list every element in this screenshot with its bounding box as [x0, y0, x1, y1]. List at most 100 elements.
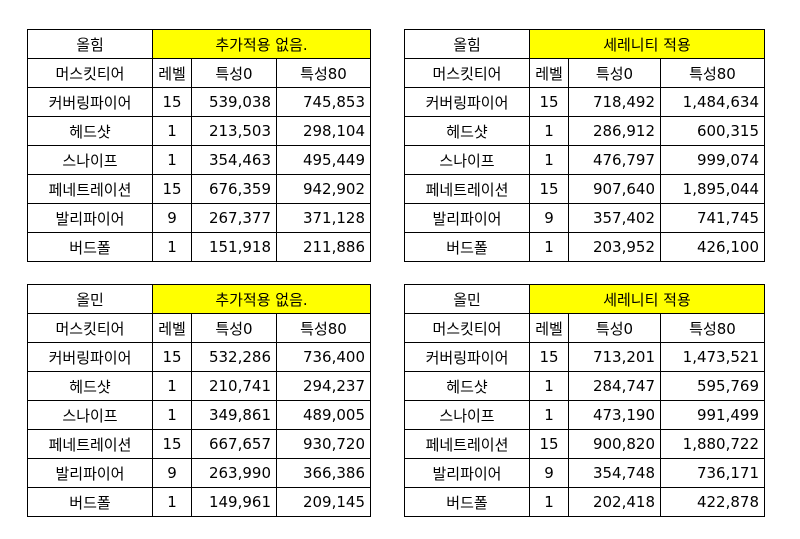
- trait0-value: 718,492: [568, 87, 661, 117]
- skill-level: 15: [529, 174, 569, 204]
- skill-name: 스나이프: [27, 145, 153, 175]
- trait80-value: 209,145: [276, 487, 371, 517]
- skill-level: 15: [529, 342, 569, 372]
- table-row: 스나이프 1 349,861 489,005: [27, 400, 371, 430]
- table-row: 커버링파이어 15 713,201 1,473,521: [404, 342, 765, 372]
- trait80-value: 426,100: [660, 232, 765, 262]
- skill-level: 1: [529, 116, 569, 146]
- column-header-row: 머스킷티어 레벨 특성0 특성80: [27, 313, 371, 343]
- column-header-skill: 머스킷티어: [404, 313, 530, 343]
- skill-name: 헤드샷: [404, 371, 530, 401]
- skill-level: 9: [529, 203, 569, 233]
- column-header-trait80: 특성80: [660, 313, 765, 343]
- column-header-level: 레벨: [529, 58, 569, 88]
- skill-name: 스나이프: [27, 400, 153, 430]
- skill-level: 1: [529, 145, 569, 175]
- table-header-row: 올민 세레니티 적용: [404, 284, 765, 314]
- column-header-level: 레벨: [152, 313, 192, 343]
- trait0-value: 473,190: [568, 400, 661, 430]
- trait80-value: 366,386: [276, 458, 371, 488]
- skill-name: 스나이프: [404, 145, 530, 175]
- trait0-value: 349,861: [191, 400, 277, 430]
- trait80-value: 942,902: [276, 174, 371, 204]
- column-header-trait80: 특성80: [276, 313, 371, 343]
- trait80-value: 1,473,521: [660, 342, 765, 372]
- skill-level: 1: [152, 371, 192, 401]
- skill-level: 9: [152, 458, 192, 488]
- trait0-value: 539,038: [191, 87, 277, 117]
- skill-name: 발리파이어: [404, 458, 530, 488]
- table-header-row: 올민 추가적용 없음.: [27, 284, 371, 314]
- trait80-value: 489,005: [276, 400, 371, 430]
- trait0-value: 267,377: [191, 203, 277, 233]
- stat-label: 올힘: [404, 29, 530, 59]
- column-header-row: 머스킷티어 레벨 특성0 특성80: [404, 58, 765, 88]
- column-header-trait80: 특성80: [276, 58, 371, 88]
- skill-level: 1: [152, 116, 192, 146]
- skill-level: 15: [152, 87, 192, 117]
- trait80-value: 495,449: [276, 145, 371, 175]
- table-row: 페네트레이션 15 667,657 930,720: [27, 429, 371, 459]
- skill-name: 페네트레이션: [404, 429, 530, 459]
- column-header-level: 레벨: [529, 313, 569, 343]
- column-header-trait0: 특성0: [568, 58, 661, 88]
- column-header-trait0: 특성0: [191, 313, 277, 343]
- trait80-value: 741,745: [660, 203, 765, 233]
- trait0-value: 354,748: [568, 458, 661, 488]
- trait80-value: 736,171: [660, 458, 765, 488]
- trait80-value: 745,853: [276, 87, 371, 117]
- trait0-value: 713,201: [568, 342, 661, 372]
- trait80-value: 1,484,634: [660, 87, 765, 117]
- table-header-row: 올힘 추가적용 없음.: [27, 29, 371, 59]
- table-all-dex-no-extra: 올민 추가적용 없음. 머스킷티어 레벨 특성0 특성80 커버링파이어 15 …: [27, 284, 371, 517]
- condition-label: 추가적용 없음.: [152, 284, 371, 314]
- condition-label: 세레니티 적용: [529, 29, 765, 59]
- table-row: 버드폴 1 203,952 426,100: [404, 232, 765, 262]
- trait0-value: 151,918: [191, 232, 277, 262]
- table-row: 페네트레이션 15 676,359 942,902: [27, 174, 371, 204]
- trait80-value: 294,237: [276, 371, 371, 401]
- skill-level: 1: [529, 371, 569, 401]
- column-header-skill: 머스킷티어: [404, 58, 530, 88]
- table-all-dex-serenity: 올민 세레니티 적용 머스킷티어 레벨 특성0 특성80 커버링파이어 15 7…: [404, 284, 765, 517]
- trait80-value: 422,878: [660, 487, 765, 517]
- column-header-trait0: 특성0: [568, 313, 661, 343]
- trait0-value: 203,952: [568, 232, 661, 262]
- trait0-value: 532,286: [191, 342, 277, 372]
- skill-level: 15: [529, 87, 569, 117]
- trait80-value: 930,720: [276, 429, 371, 459]
- trait80-value: 1,895,044: [660, 174, 765, 204]
- trait0-value: 286,912: [568, 116, 661, 146]
- table-row: 버드폴 1 149,961 209,145: [27, 487, 371, 517]
- column-header-skill: 머스킷티어: [27, 58, 153, 88]
- table-row: 헤드샷 1 284,747 595,769: [404, 371, 765, 401]
- skill-level: 1: [152, 487, 192, 517]
- skill-name: 페네트레이션: [27, 429, 153, 459]
- skill-level: 1: [529, 232, 569, 262]
- skill-level: 1: [529, 400, 569, 430]
- trait0-value: 202,418: [568, 487, 661, 517]
- table-row: 커버링파이어 15 539,038 745,853: [27, 87, 371, 117]
- trait0-value: 284,747: [568, 371, 661, 401]
- trait0-value: 263,990: [191, 458, 277, 488]
- table-row: 헤드샷 1 286,912 600,315: [404, 116, 765, 146]
- skill-level: 15: [152, 429, 192, 459]
- table-row: 헤드샷 1 213,503 298,104: [27, 116, 371, 146]
- skill-name: 페네트레이션: [27, 174, 153, 204]
- table-row: 페네트레이션 15 900,820 1,880,722: [404, 429, 765, 459]
- skill-level: 1: [529, 487, 569, 517]
- skill-name: 페네트레이션: [404, 174, 530, 204]
- skill-name: 발리파이어: [27, 203, 153, 233]
- table-row: 커버링파이어 15 532,286 736,400: [27, 342, 371, 372]
- skill-name: 버드폴: [404, 487, 530, 517]
- stat-label: 올민: [27, 284, 153, 314]
- skill-name: 커버링파이어: [404, 87, 530, 117]
- skill-level: 1: [152, 145, 192, 175]
- stat-label: 올민: [404, 284, 530, 314]
- table-row: 헤드샷 1 210,741 294,237: [27, 371, 371, 401]
- skill-name: 스나이프: [404, 400, 530, 430]
- skill-level: 1: [152, 232, 192, 262]
- trait0-value: 907,640: [568, 174, 661, 204]
- table-all-str-no-extra: 올힘 추가적용 없음. 머스킷티어 레벨 특성0 특성80 커버링파이어 15 …: [27, 29, 371, 262]
- trait0-value: 149,961: [191, 487, 277, 517]
